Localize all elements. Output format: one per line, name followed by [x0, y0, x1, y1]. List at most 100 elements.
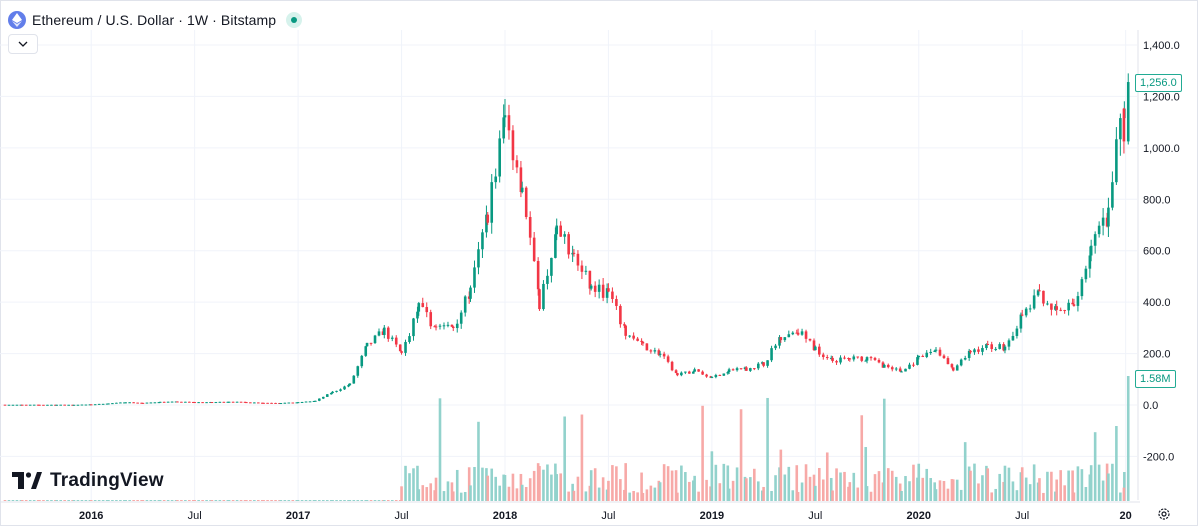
candle-body — [796, 332, 800, 335]
volume-bar — [605, 489, 609, 501]
candle-body — [726, 372, 730, 374]
candle-body — [72, 404, 76, 406]
candle-body — [520, 187, 524, 193]
candle-body — [1054, 306, 1057, 310]
volume-bar — [950, 479, 954, 501]
volume-bar — [942, 480, 946, 501]
candle-body — [1050, 303, 1053, 310]
volume-bar — [3, 500, 7, 501]
candle-body — [184, 401, 187, 403]
volume-bar — [28, 500, 32, 501]
volume-bar — [343, 500, 346, 501]
volume-bar — [132, 500, 135, 501]
candle-body — [257, 402, 260, 404]
volume-bar — [601, 477, 605, 501]
candle-body — [912, 364, 915, 366]
candle-body — [502, 117, 505, 139]
candle-body — [1080, 279, 1084, 297]
candle-body — [201, 402, 204, 404]
volume-bar — [425, 487, 429, 501]
volume-bar — [658, 482, 662, 501]
volume-bar — [274, 500, 277, 501]
candle-body — [67, 404, 70, 406]
volume-bar — [986, 468, 990, 501]
volume-bar — [469, 485, 472, 501]
volume-bar — [141, 500, 145, 501]
volume-bar — [67, 500, 70, 501]
volume-bar — [89, 500, 93, 501]
volume-bar — [115, 500, 118, 501]
candle-body — [408, 336, 411, 342]
candle-body — [848, 358, 852, 360]
volume-bar — [321, 500, 325, 501]
candle-body — [710, 377, 714, 379]
candle-body — [507, 115, 511, 131]
volume-bar — [498, 485, 501, 501]
candle-body — [400, 351, 403, 353]
volume-bar — [19, 500, 23, 501]
candle-body — [71, 404, 74, 406]
candle-body — [469, 287, 472, 299]
volume-bar — [59, 500, 63, 501]
volume-bar — [760, 490, 764, 501]
volume-bar — [300, 500, 304, 501]
volume-bar — [795, 465, 799, 501]
volume-bar — [123, 500, 126, 501]
candle-body — [63, 404, 66, 406]
candle-body — [176, 401, 179, 403]
volume-bar — [727, 488, 731, 501]
candle-body — [1046, 303, 1049, 305]
tradingview-brand[interactable]: TradingView — [12, 470, 164, 492]
gear-icon[interactable] — [1157, 507, 1171, 521]
candles — [3, 73, 1130, 406]
candle-body — [1038, 290, 1041, 292]
candle-body — [921, 355, 925, 357]
candle-body — [804, 331, 808, 339]
volume-bar — [722, 463, 726, 501]
volume-bar — [404, 465, 407, 501]
volume-bar — [554, 463, 557, 501]
volume-bar — [188, 500, 191, 501]
candle-body — [821, 354, 825, 358]
volume-bar — [904, 476, 907, 501]
volume-bar — [812, 474, 816, 501]
market-status-dot[interactable] — [286, 12, 303, 28]
volume-bar — [278, 500, 281, 501]
candle-body — [80, 404, 84, 406]
candle-body — [356, 366, 360, 376]
volume-bar — [1107, 473, 1110, 501]
volume-bar — [865, 486, 869, 501]
volume-bar — [245, 500, 248, 501]
candle-body — [705, 374, 708, 377]
candle-body — [1011, 335, 1015, 341]
candle-body — [743, 367, 747, 369]
candle-body — [676, 373, 679, 376]
symbol-header[interactable]: Ethereum / U.S. Dollar · 1W · Bitstamp — [8, 9, 303, 31]
candle-body — [981, 348, 984, 352]
candle-body — [898, 368, 902, 372]
volume-bar — [442, 491, 446, 501]
candle-body — [235, 401, 239, 403]
volume-bar — [684, 472, 687, 501]
volume-bar — [869, 491, 873, 501]
candle-body — [1101, 217, 1105, 226]
volume-bar — [726, 465, 730, 501]
candle-body — [467, 296, 471, 299]
volume-bar — [657, 480, 661, 501]
candle-body — [550, 257, 553, 276]
volume-bar — [467, 467, 471, 501]
candle-body — [115, 402, 118, 404]
candle-body — [55, 404, 59, 406]
volume-bar — [580, 414, 584, 501]
volume-bar — [1119, 492, 1122, 501]
candle-body — [693, 369, 696, 372]
candle-body — [1028, 308, 1032, 310]
volume-bar — [555, 474, 559, 501]
collapse-legend-button[interactable] — [8, 34, 38, 54]
volume-bar — [1076, 466, 1080, 501]
volume-bar — [977, 483, 980, 501]
volume-bars — [3, 376, 1130, 501]
volume-bar — [873, 474, 877, 501]
candle-body — [19, 404, 23, 406]
